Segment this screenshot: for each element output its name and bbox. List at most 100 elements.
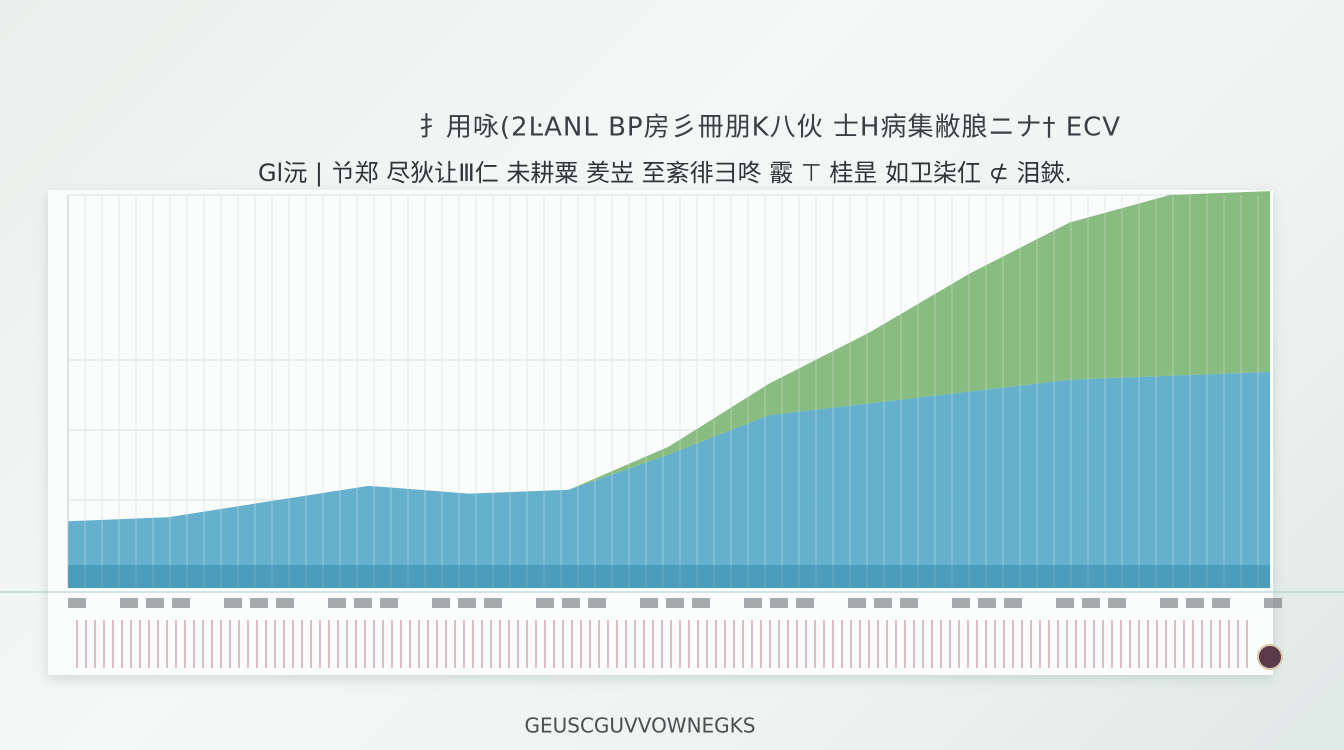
- label-block: [380, 598, 398, 608]
- tick-stub: [274, 620, 276, 668]
- tick-stub: [1021, 620, 1023, 668]
- tick-stub: [1030, 620, 1032, 668]
- label-block: [250, 598, 268, 608]
- tick-stub: [1147, 620, 1149, 668]
- tick-stub: [445, 620, 447, 668]
- tick-stub: [625, 620, 627, 668]
- tick-stub: [688, 620, 690, 668]
- label-block: [224, 598, 242, 608]
- tick-stub: [130, 620, 132, 668]
- area-series: [68, 371, 1270, 588]
- tick-stub: [472, 620, 474, 668]
- tick-stub: [697, 620, 699, 668]
- tick-stub: [139, 620, 141, 668]
- tick-stub: [427, 620, 429, 668]
- label-block: [744, 598, 762, 608]
- tick-stub: [535, 620, 537, 668]
- label-block: [1160, 598, 1178, 608]
- tick-stub: [580, 620, 582, 668]
- tick-stub: [1012, 620, 1014, 668]
- chart-title: 扌用咏(2ĿANL BP房彡冊朋K八伙 士H病集敝朖ニナ† ECV: [419, 113, 1121, 143]
- tick-stub: [1174, 620, 1176, 668]
- tick-stub: [949, 620, 951, 668]
- tick-stub: [508, 620, 510, 668]
- label-block: [458, 598, 476, 608]
- tick-stub: [85, 620, 87, 668]
- label-block: [536, 598, 554, 608]
- chart-subtitle: Gl沅 | 兯郑 尽狄让Ⅲ仁 未耕粟 羑岦 至紊徘彐咚 霰 ⊤ 桂昰 如卫柒仜 …: [258, 159, 1072, 187]
- tick-stub: [382, 620, 384, 668]
- area-series: [68, 191, 1270, 522]
- tick-stub: [742, 620, 744, 668]
- tick-stub: [652, 620, 654, 668]
- label-block: [1264, 598, 1282, 608]
- label-block: [692, 598, 710, 608]
- tick-stub: [121, 620, 123, 668]
- tick-stub: [400, 620, 402, 668]
- tick-stub: [1201, 620, 1203, 668]
- label-block: [432, 598, 450, 608]
- tick-stub: [481, 620, 483, 668]
- tick-stub: [661, 620, 663, 668]
- tick-stub: [112, 620, 114, 668]
- label-block: [848, 598, 866, 608]
- badge: [1257, 644, 1283, 670]
- tick-stub: [976, 620, 978, 668]
- label-block: [1186, 598, 1204, 608]
- tick-stub: [940, 620, 942, 668]
- tick-stub: [823, 620, 825, 668]
- label-block: [1212, 598, 1230, 608]
- tick-stub: [1237, 620, 1239, 668]
- tick-stub: [292, 620, 294, 668]
- tick-stub: [1048, 620, 1050, 668]
- tick-stub: [1156, 620, 1158, 668]
- tick-stub: [760, 620, 762, 668]
- tick-stub: [1003, 620, 1005, 668]
- tick-stub: [778, 620, 780, 668]
- tick-stub: [418, 620, 420, 668]
- label-block: [666, 598, 684, 608]
- tick-stub: [877, 620, 879, 668]
- tick-stub: [967, 620, 969, 668]
- footer: GEUSCGUVVOWNEGKS: [524, 714, 755, 738]
- tick-stub: [220, 620, 222, 668]
- tick-stub: [913, 620, 915, 668]
- tick-stub: [355, 620, 357, 668]
- tick-stub: [634, 620, 636, 668]
- tick-stub: [571, 620, 573, 668]
- tick-stub: [103, 620, 105, 668]
- tick-stub: [1084, 620, 1086, 668]
- tick-stub: [1039, 620, 1041, 668]
- tick-stub: [517, 620, 519, 668]
- tick-stub: [1165, 620, 1167, 668]
- label-block: [1056, 598, 1074, 608]
- tick-stub: [769, 620, 771, 668]
- label-block: [484, 598, 502, 608]
- tick-stub: [670, 620, 672, 668]
- tick-stub: [868, 620, 870, 668]
- tick-stub: [454, 620, 456, 668]
- label-block: [146, 598, 164, 608]
- tick-stub: [247, 620, 249, 668]
- tick-stub: [1192, 620, 1194, 668]
- tick-stub: [1246, 620, 1248, 668]
- tick-stub: [841, 620, 843, 668]
- tick-stub: [328, 620, 330, 668]
- tick-stub: [238, 620, 240, 668]
- tick-stub: [319, 620, 321, 668]
- tick-stub: [148, 620, 150, 668]
- label-block: [562, 598, 580, 608]
- tick-stub: [229, 620, 231, 668]
- tick-stub: [994, 620, 996, 668]
- label-block: [1082, 598, 1100, 608]
- label-block: [172, 598, 190, 608]
- tick-stub: [931, 620, 933, 668]
- tick-stub: [337, 620, 339, 668]
- tick-stub: [157, 620, 159, 668]
- tick-stub: [373, 620, 375, 668]
- label-block: [354, 598, 372, 608]
- label-block: [328, 598, 346, 608]
- tick-stub: [832, 620, 834, 668]
